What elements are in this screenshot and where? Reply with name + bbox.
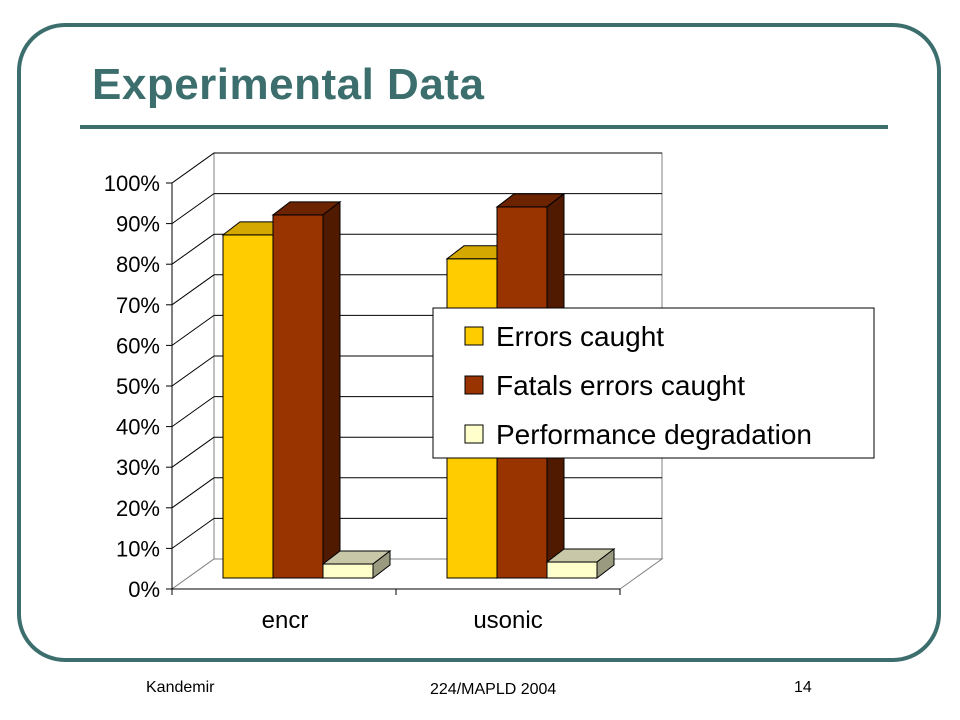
bar-side <box>372 550 391 580</box>
bar-front <box>222 234 274 579</box>
slide-title: Experimental Data <box>92 60 485 109</box>
legend-swatch <box>464 375 484 395</box>
y-tick-label: 50% <box>116 374 160 399</box>
gridline-side <box>171 477 215 509</box>
legend-swatch <box>464 326 484 346</box>
bar <box>545 548 616 580</box>
bar <box>321 550 392 580</box>
y-tick-label: 20% <box>116 496 160 521</box>
gridline-side <box>171 314 215 346</box>
x-category-labels: encr usonic <box>262 607 543 634</box>
gridline-side <box>171 436 215 468</box>
footer-author: Kandemir <box>146 679 215 696</box>
gridline-side <box>171 152 215 184</box>
footer-event: 224/MAPLD 2004 <box>430 681 557 698</box>
y-tick-label: 100% <box>104 171 160 196</box>
legend-label: Performance degradation <box>496 419 812 450</box>
axes <box>166 182 621 595</box>
gridline-side <box>171 355 215 387</box>
y-tick-label: 10% <box>116 536 160 561</box>
gridline-side <box>171 274 215 306</box>
y-tick-label: 30% <box>116 455 160 480</box>
bar-front <box>272 214 324 579</box>
gridline-side <box>171 233 215 265</box>
legend-label: Errors caught <box>496 321 664 352</box>
y-tick-label: 90% <box>116 212 160 237</box>
gridline-side <box>171 396 215 428</box>
y-tick-label: 60% <box>116 333 160 358</box>
legend-swatch <box>464 424 484 444</box>
y-tick-label: 0% <box>128 577 160 602</box>
legend-label: Fatals errors caught <box>496 370 745 401</box>
x-category-label: encr <box>262 607 309 634</box>
title-rule <box>80 125 888 129</box>
gridline-side <box>171 517 215 549</box>
y-tick-labels: 0% 10% 20% 30% 40% 50% 60% 70% 80% 90% 100% <box>104 171 160 602</box>
y-tick-label: 40% <box>116 415 160 440</box>
y-tick-label: 80% <box>116 252 160 277</box>
slide-frame <box>17 23 941 662</box>
bar-front <box>546 561 598 579</box>
x-category-label: usonic <box>473 607 542 634</box>
bar <box>271 200 342 580</box>
bar-side <box>596 548 615 580</box>
bar-side <box>322 200 341 580</box>
bar-front <box>322 563 374 579</box>
gridline-side <box>171 193 215 225</box>
legend-box <box>432 307 875 459</box>
y-tick-label: 70% <box>116 293 160 318</box>
page-number: 14 <box>794 679 812 696</box>
legend: Errors caught Fatals errors caught Perform… <box>432 307 875 459</box>
